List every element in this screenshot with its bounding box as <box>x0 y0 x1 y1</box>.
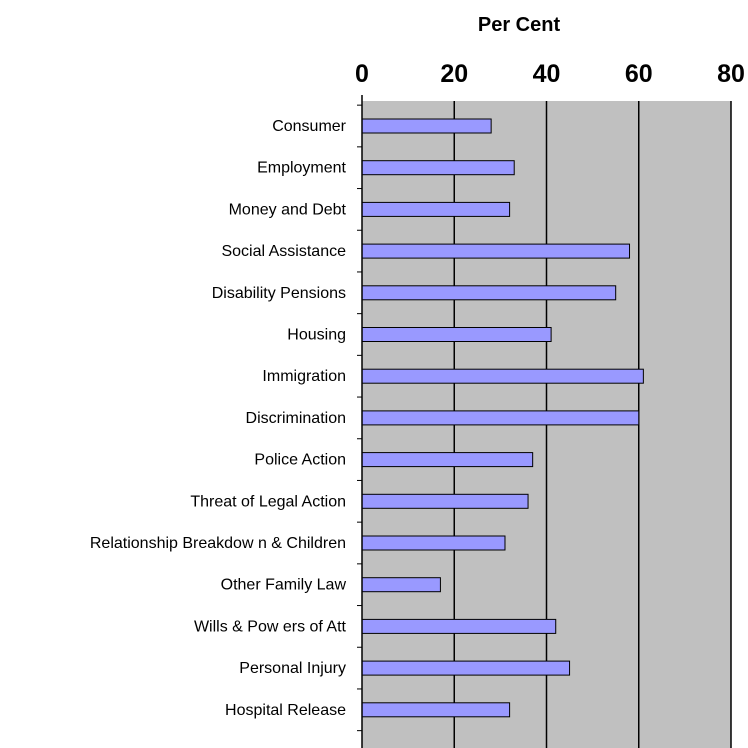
bar <box>361 285 617 301</box>
category-label: Wills & Pow ers of Att <box>194 618 347 635</box>
category-label: Employment <box>257 160 346 177</box>
x-axis-label: Per Cent <box>478 14 561 36</box>
bar <box>361 410 640 426</box>
bar <box>361 535 506 551</box>
x-tick-label: 80 <box>717 60 745 88</box>
category-label: Discrimination <box>246 410 346 427</box>
category-label: Housing <box>287 327 346 344</box>
bar <box>361 660 571 676</box>
bar <box>361 118 492 134</box>
category-label: Personal Injury <box>239 660 346 677</box>
category-label: Money and Debt <box>229 201 347 218</box>
bar <box>361 201 511 217</box>
x-tick-label: 60 <box>625 60 653 88</box>
category-labels: Consumer Employment Money and Debt Social A… <box>90 118 347 719</box>
category-label: Consumer <box>272 118 346 135</box>
x-tick-label: 20 <box>440 60 468 88</box>
bar <box>361 160 515 176</box>
category-label: Threat of Legal Action <box>190 493 346 510</box>
category-label: Other Family Law <box>221 577 347 594</box>
category-label: Disability Pensions <box>212 285 346 302</box>
x-tick-label: 0 <box>355 60 369 88</box>
x-tick-labels: 0 20 40 60 80 <box>355 60 745 88</box>
category-label: Relationship Breakdow n & Children <box>90 535 346 552</box>
bar <box>361 368 644 384</box>
x-tick-label: 40 <box>533 60 561 88</box>
category-label: Police Action <box>254 452 346 469</box>
bar <box>361 452 534 468</box>
category-label: Hospital Release <box>225 702 346 719</box>
bar <box>361 243 631 259</box>
category-label: Social Assistance <box>221 243 346 260</box>
bar <box>361 702 511 718</box>
y-axis <box>357 95 363 748</box>
bar <box>361 327 552 342</box>
bar <box>361 493 529 509</box>
category-label: Immigration <box>262 368 346 385</box>
bar <box>361 618 557 634</box>
bar <box>361 577 441 593</box>
bars <box>361 118 644 718</box>
